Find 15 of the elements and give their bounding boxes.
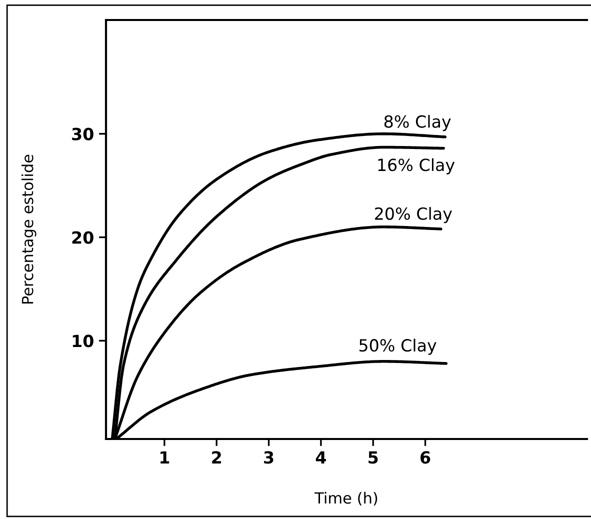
series-label: 16% Clay <box>378 158 455 174</box>
x-tick-label: 6 <box>420 451 430 464</box>
x-tick-label: 4 <box>316 451 326 464</box>
x-tick-label: 3 <box>264 451 274 464</box>
y-tick-label: 20 <box>72 231 94 244</box>
x-tick-label: 1 <box>160 451 170 464</box>
x-tick-label: 5 <box>368 451 378 464</box>
y-axis-title: Percentage estolide <box>21 154 36 304</box>
series-label: 20% Clay <box>375 207 452 224</box>
series-label: 50% Clay <box>359 338 436 355</box>
series-label: 8% Clay <box>384 114 451 132</box>
x-axis-title: Time (h) <box>314 492 378 506</box>
x-tick-label: 2 <box>212 451 221 464</box>
y-tick-label: 10 <box>72 334 94 348</box>
y-tick-label: 30 <box>72 128 94 140</box>
